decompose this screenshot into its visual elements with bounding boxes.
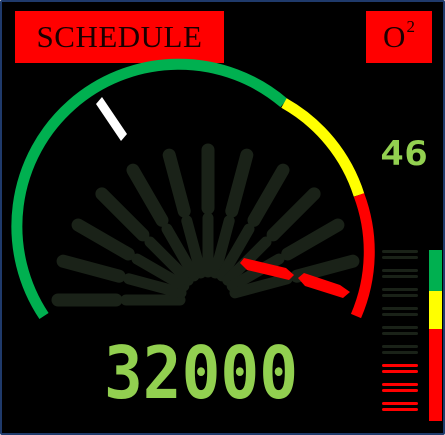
level-dash-lit bbox=[382, 370, 418, 373]
gauge-arc-red bbox=[356, 195, 369, 316]
level-dash-dim bbox=[382, 351, 418, 354]
level-dash-lit bbox=[382, 408, 418, 411]
gauge-segment-dim bbox=[78, 225, 128, 254]
level-column bbox=[382, 250, 418, 411]
small-readout: 46 bbox=[380, 134, 428, 174]
level-dash-lit bbox=[382, 383, 418, 386]
level-dash-lit bbox=[382, 364, 418, 367]
level-bar-yellow bbox=[429, 291, 442, 329]
level-bar-green bbox=[429, 250, 442, 291]
needle-segment-outer bbox=[298, 273, 350, 298]
level-dash-dim bbox=[382, 288, 418, 291]
level-bar-red bbox=[429, 329, 442, 421]
gauge-segment-dim bbox=[273, 194, 314, 235]
level-dash-dim bbox=[382, 275, 418, 278]
gauge-segment-dim bbox=[133, 170, 162, 220]
level-dash-dim bbox=[382, 326, 418, 329]
level-dash-lit bbox=[382, 389, 418, 392]
level-dash-dim bbox=[382, 313, 418, 316]
level-bar bbox=[429, 250, 442, 421]
level-dash-dim bbox=[382, 256, 418, 259]
gauge-segment-dim bbox=[169, 155, 184, 211]
level-dash-dim bbox=[382, 269, 418, 272]
gauge-marker bbox=[96, 97, 127, 141]
gauge-segment-dim bbox=[63, 261, 119, 276]
gauge-segment-dim bbox=[102, 194, 143, 235]
level-dash-dim bbox=[382, 345, 418, 348]
gauge-arc-yellow bbox=[284, 103, 359, 195]
gauge-segment-dim bbox=[232, 155, 247, 211]
level-dash-dim bbox=[382, 294, 418, 297]
level-dash-dim bbox=[382, 250, 418, 253]
gauge-segment-dim bbox=[288, 225, 338, 254]
level-dash-lit bbox=[382, 402, 418, 405]
level-dash-dim bbox=[382, 332, 418, 335]
main-readout: 32000 bbox=[104, 331, 298, 415]
gauge-segment-dim bbox=[254, 170, 283, 220]
level-dash-dim bbox=[382, 307, 418, 310]
